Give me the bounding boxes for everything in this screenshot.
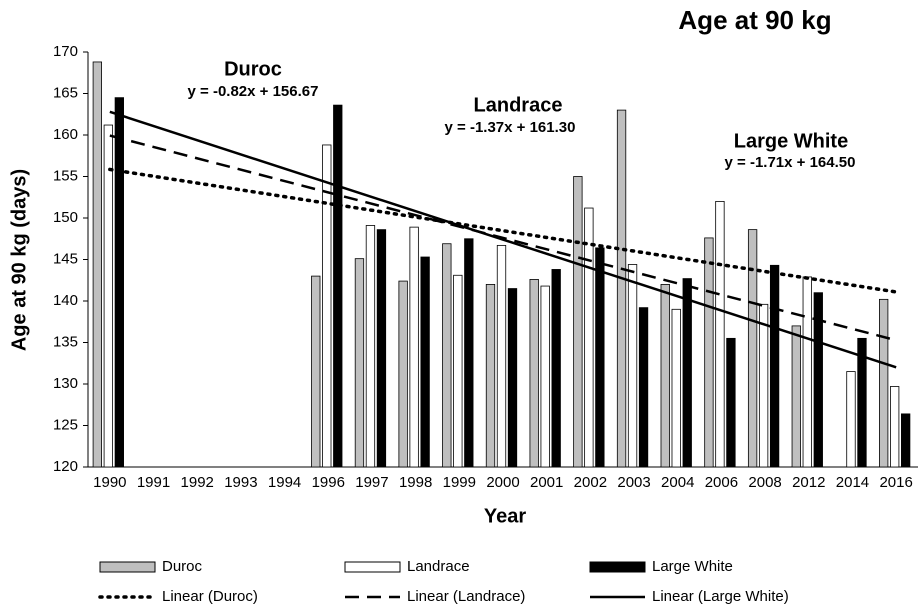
trend-series-label: Landrace [474,94,563,116]
trend-series-label: Large White [734,130,848,152]
bar [846,371,856,468]
legend-label: Linear (Large White) [652,588,789,605]
x-tick-label: 1997 [355,474,388,491]
legend-swatch [344,561,401,573]
legend-swatch [99,561,156,573]
bar [540,285,550,468]
bar [420,256,430,468]
bar [813,292,823,468]
y-axis-label: Age at 90 kg (days) [8,169,30,351]
bar [496,244,507,468]
x-tick-label: 2016 [879,474,912,491]
y-tick-label: 130 [53,375,78,392]
trendline [109,134,897,342]
x-tick-label: 1991 [137,474,170,491]
y-tick-label: 150 [53,209,78,226]
bar [595,247,605,468]
x-tick-label: 2001 [530,474,563,491]
trend-equation: y = -1.71x + 164.50 [725,154,856,171]
bar [682,278,692,468]
bar [890,386,900,468]
legend-swatch [589,561,646,573]
y-tick-label: 120 [53,458,78,475]
bar [769,264,780,468]
y-tick-label: 160 [53,126,78,143]
bar [584,207,594,468]
bar [704,237,714,468]
legend-label: Linear (Duroc) [162,588,258,605]
y-tick-label: 145 [53,250,78,267]
trendline [108,167,898,294]
y-tick-label: 135 [53,333,78,350]
bar [311,275,321,468]
x-tick-label: 2008 [748,474,781,491]
legend-label: Large White [652,558,733,575]
trend-equation: y = -0.82x + 156.67 [188,83,319,100]
bar [758,303,769,468]
bar [901,413,911,468]
x-tick-label: 2012 [792,474,825,491]
legend-label: Duroc [162,558,203,575]
y-tick-label: 170 [53,43,78,60]
x-tick-label: 2014 [836,474,869,491]
bar [398,280,408,468]
bar [879,298,889,468]
bar [453,274,463,468]
bar [551,269,561,468]
bar [802,276,812,468]
bar [322,144,332,468]
y-tick-label: 125 [53,416,78,433]
bar [857,337,867,468]
y-tick-label: 165 [53,84,78,101]
x-axis-label: Year [484,505,526,527]
chart-title: Age at 90 kg [678,5,831,35]
x-tick-label: 1999 [443,474,476,491]
bar [671,308,681,468]
x-tick-label: 2000 [486,474,519,491]
bar [715,200,725,468]
x-tick-label: 1992 [181,474,214,491]
bar [747,229,758,468]
bar [442,243,452,468]
bar [114,97,124,468]
x-tick-label: 1998 [399,474,432,491]
bar [791,325,801,468]
bar [660,283,670,468]
x-tick-label: 2004 [661,474,694,491]
bar [627,264,638,468]
bar [333,104,343,468]
bar [485,283,496,468]
x-tick-label: 2002 [574,474,607,491]
bar [638,307,649,468]
trendline [109,110,897,369]
y-tick-label: 155 [53,167,78,184]
y-tick-label: 140 [53,292,78,309]
legend-label: Landrace [407,558,470,575]
x-tick-label: 1993 [224,474,257,491]
x-tick-label: 1994 [268,474,301,491]
bar [616,109,627,468]
x-tick-label: 1990 [93,474,126,491]
legend-label: Linear (Landrace) [407,588,525,605]
x-tick-label: 1996 [312,474,345,491]
bar [464,238,474,468]
bar [409,226,419,468]
bar [726,337,736,468]
bar [365,225,376,468]
bar [573,176,583,468]
trend-equation: y = -1.37x + 161.30 [445,119,576,136]
bar [376,229,387,468]
x-tick-label: 2003 [617,474,650,491]
bar [529,279,539,468]
bar [507,288,518,468]
bar [103,124,113,468]
trend-series-label: Duroc [224,58,282,80]
bar [354,258,365,468]
x-tick-label: 2006 [705,474,738,491]
bar [92,61,102,468]
